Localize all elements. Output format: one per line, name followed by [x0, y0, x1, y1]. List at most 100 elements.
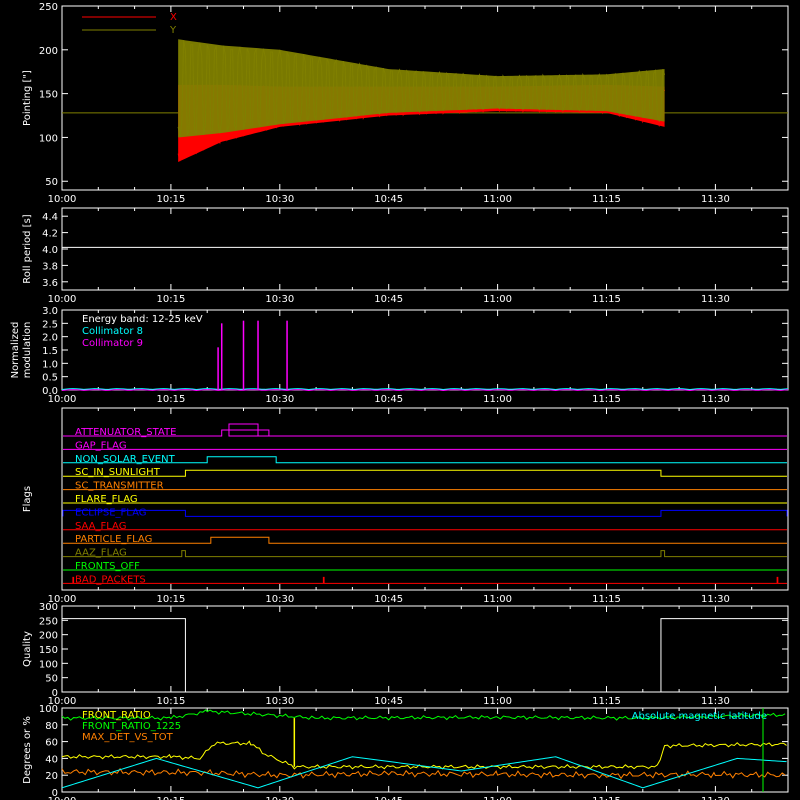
y-axis-label: Pointing ["]	[22, 70, 33, 126]
x-tick-label: 11:15	[592, 594, 621, 605]
y-tick-label: 4.2	[42, 229, 58, 240]
y-tick-label: 100	[39, 659, 58, 670]
panel-roll_period: 10:00 10:15 10:30 10:45 11:00 11:15 11:30 Roll …	[22, 207, 789, 305]
flag-line-sc_in_sunlight	[63, 469, 787, 477]
y-tick-label: 2.0	[42, 333, 58, 344]
legend-entry: X	[170, 12, 177, 23]
flag-line-particle_flag	[63, 536, 787, 544]
x-tick-label: 11:30	[701, 696, 730, 707]
flag-label: GAP_FLAG	[75, 440, 127, 451]
series-line-front-ratio	[61, 740, 787, 770]
y-axis-label: Degrees or %	[22, 716, 33, 784]
y-tick-label: 1.0	[42, 359, 58, 370]
x-tick-label: 11:30	[701, 594, 730, 605]
y-tick-label: 150	[39, 645, 58, 656]
x-tick-label: 11:00	[483, 394, 512, 405]
quality-line	[62, 618, 788, 693]
y-tick-label: 20	[45, 771, 58, 782]
x-tick-label: 10:00	[48, 796, 77, 800]
x-tick-label: 10:45	[374, 294, 403, 305]
y-tick-label: 0	[52, 688, 58, 699]
legend-entry: MAX_DET_VS_TOT	[82, 732, 174, 743]
flag-label: ATTENUATOR_STATE	[75, 427, 176, 438]
x-tick-label: 11:15	[592, 696, 621, 707]
series-line-Y	[177, 40, 666, 138]
x-tick-label: 10:15	[156, 294, 185, 305]
x-tick-label: 10:30	[265, 796, 294, 800]
x-tick-label: 10:30	[265, 696, 294, 707]
x-tick-label: 11:30	[701, 796, 730, 800]
series-band-Y	[178, 39, 665, 138]
y-axis-label: Normalizedmodulation	[10, 322, 33, 379]
x-tick-label: 10:30	[265, 294, 294, 305]
flag-label: SC_TRANSMITTER	[75, 481, 164, 492]
series-line-front-ratio-1225	[61, 709, 786, 721]
panel-degrees: 10:00 10:15 10:30 10:45 11:00 11:15 11:30 Degre…	[22, 704, 789, 800]
flag-label: NON_SOLAR_EVENT	[75, 454, 176, 465]
y-tick-label: 60	[45, 738, 58, 749]
panel-flags: 10:00 10:15 10:30 10:45 11:00 11:15 11:30 Flags…	[22, 407, 789, 605]
flag-label: FRONTS_OFF	[75, 561, 140, 572]
x-tick-label: 11:00	[483, 796, 512, 800]
x-tick-label: 11:00	[483, 194, 512, 205]
y-tick-label: 100	[39, 133, 58, 144]
panel-quality: 10:00 10:15 10:30 10:45 11:00 11:15 11:30 Quali…	[22, 602, 789, 707]
y-tick-label: 3.6	[42, 278, 58, 289]
x-tick-label: 11:30	[701, 294, 730, 305]
x-tick-label: 10:30	[265, 194, 294, 205]
y-tick-label: 80	[45, 721, 58, 732]
x-tick-label: 10:15	[156, 394, 185, 405]
x-tick-label: 10:45	[374, 796, 403, 800]
collimator-8-line	[61, 388, 789, 390]
flag-line-bad_packets	[63, 576, 787, 584]
x-tick-label: 11:15	[592, 194, 621, 205]
x-tick-label: 10:00	[48, 696, 77, 707]
x-tick-label: 10:30	[265, 394, 294, 405]
x-tick-label: 11:15	[592, 394, 621, 405]
x-tick-label: 10:45	[374, 394, 403, 405]
flag-label: FLARE_FLAG	[75, 494, 138, 505]
y-tick-label: 150	[39, 90, 58, 101]
flag-line-non_solar_event	[63, 456, 787, 464]
legend-entry: FRONT_RATIO_1225	[82, 721, 181, 732]
series-line-absolute-magnetic-latitude	[61, 756, 787, 789]
x-tick-label: 10:00	[48, 294, 77, 305]
y-tick-label: 100	[39, 704, 58, 715]
panel-modulation: 10:00 10:15 10:30 10:45 11:00 11:15 11:30 Norma…	[10, 306, 789, 405]
legend-entry: Collimator 9	[82, 338, 143, 349]
x-tick-label: 10:45	[374, 696, 403, 707]
y-tick-label: 0.0	[42, 386, 58, 397]
flag-line-eclipse_flag	[62, 509, 788, 517]
x-tick-label: 10:15	[156, 796, 185, 800]
y-tick-label: 3.0	[42, 306, 58, 317]
y-tick-label: 50	[45, 177, 58, 188]
y-tick-label: 50	[45, 674, 58, 685]
x-tick-label: 11:00	[483, 594, 512, 605]
y-tick-label: 3.8	[42, 261, 58, 272]
y-tick-label: 0.5	[42, 373, 58, 384]
legend-entry: Collimator 8	[82, 326, 143, 337]
flag-label: SC_IN_SUNLIGHT	[75, 467, 161, 478]
x-tick-label: 10:00	[48, 194, 77, 205]
x-tick-label: 11:00	[483, 696, 512, 707]
y-tick-label: 4.4	[42, 212, 58, 223]
x-tick-label: 10:45	[374, 594, 403, 605]
y-tick-label: 200	[39, 46, 58, 57]
x-tick-label: 10:15	[156, 594, 185, 605]
flag-label: ECLIPSE_FLAG	[75, 507, 146, 518]
y-tick-label: 40	[45, 754, 58, 765]
x-tick-label: 11:15	[592, 294, 621, 305]
flag-line-attenuator_state	[63, 423, 787, 437]
flag-label: BAD_PACKETS	[75, 574, 146, 585]
y-axis-label: Roll period [s]	[22, 214, 33, 283]
y-axis-label: Flags	[22, 486, 33, 512]
y-tick-label: 250	[39, 616, 58, 627]
series-line-max-det-vs-tot	[61, 767, 786, 780]
x-tick-label: 11:15	[592, 796, 621, 800]
x-tick-label: 10:15	[156, 194, 185, 205]
x-tick-label: 10:30	[265, 594, 294, 605]
flag-label: AAZ_FLAG	[75, 548, 127, 559]
x-tick-label: 10:15	[156, 696, 185, 707]
